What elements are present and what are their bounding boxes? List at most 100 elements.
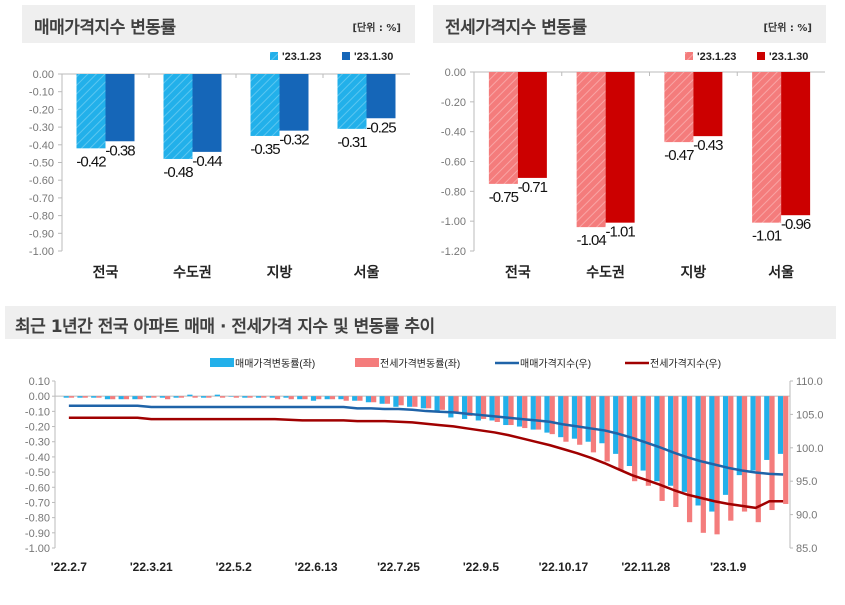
sale-change-bar — [379, 396, 385, 404]
left-tick-label: -1.00 — [25, 543, 50, 555]
sale-change-bar — [201, 396, 207, 398]
jeonse-change-bar — [110, 396, 116, 400]
jeonse-change-bar — [728, 396, 734, 521]
sale-change-bar — [750, 396, 756, 471]
legend-label: '23.1.30 — [769, 51, 808, 63]
category-label: 지방 — [680, 264, 706, 280]
trend-chart-title: 최근 1년간 전국 아파트 매매 · 전세가격 지수 및 변동률 추이 — [15, 317, 435, 337]
legend-swatch — [757, 52, 765, 60]
bar-prev — [163, 74, 193, 159]
jeonse-change-bar — [302, 396, 308, 400]
jeonse-change-bar — [316, 396, 322, 400]
jeonse-change-bar — [426, 396, 432, 409]
right-tick-label: 90.0 — [796, 510, 817, 522]
right-tick-label: 100.0 — [796, 443, 824, 455]
y-tick-label: -0.20 — [441, 97, 466, 109]
sale-change-bar — [640, 396, 646, 471]
x-tick-label: '22.11.28 — [621, 560, 670, 574]
jeonse-change-bar — [783, 396, 789, 504]
jeonse-change-bar — [137, 396, 143, 400]
category-label: 전국 — [93, 264, 119, 280]
jeonse-change-bar — [590, 396, 597, 453]
sale-change-bar — [173, 396, 179, 398]
sale-change-bar — [434, 396, 440, 412]
jeonse-chart-title: 전세가격지수 변동률 — [445, 18, 587, 38]
bar-curr — [366, 74, 396, 119]
jeonse-change-bar — [261, 396, 267, 398]
sale-change-bar — [118, 396, 124, 400]
bar-curr — [605, 72, 635, 223]
left-tick-label: -0.20 — [25, 422, 50, 434]
left-tick-label: -0.80 — [25, 513, 50, 525]
legend-label: 전세가격변동률(좌) — [380, 357, 460, 370]
jeonse-change-bar — [178, 396, 184, 398]
jeonse-change-bar — [206, 396, 212, 398]
jeonse-chart-header: 전세가격지수 변동률 [단위 : %] — [433, 5, 826, 43]
data-label: -0.32 — [279, 132, 309, 149]
x-tick-label: '22.6.13 — [295, 560, 338, 574]
category-label: 지방 — [267, 264, 293, 280]
sale-change-bar — [365, 396, 372, 403]
sale-change-bar — [338, 396, 344, 400]
y-tick-label: 0.00 — [33, 69, 54, 81]
y-tick-label: -0.70 — [29, 193, 54, 205]
jeonse-change-bar — [384, 396, 391, 404]
legend-label: 매매가격지수(우) — [520, 357, 591, 370]
sale-change-bar — [407, 396, 413, 407]
x-tick-label: '22.3.21 — [130, 560, 173, 574]
sale-change-bar — [352, 396, 358, 401]
y-tick-label: -1.20 — [441, 246, 466, 258]
legend-swatch — [270, 52, 278, 60]
legend-swatch — [355, 358, 379, 367]
bar-prev — [576, 72, 606, 228]
sale-change-bar — [558, 396, 564, 438]
legend-swatch — [342, 52, 350, 60]
y-tick-label: 0.00 — [445, 67, 466, 79]
category-label: 서울 — [354, 264, 380, 280]
category-label: 수도권 — [586, 264, 625, 280]
sale-change-bar — [63, 396, 69, 398]
left-tick-label: 0.10 — [29, 376, 50, 388]
data-label: -1.04 — [577, 232, 607, 249]
sale-change-bar — [777, 396, 784, 454]
jeonse-change-bar — [96, 396, 102, 398]
x-tick-label: '22.7.25 — [377, 560, 420, 574]
jeonse-change-bar — [288, 396, 294, 400]
bar-prev — [250, 74, 280, 136]
bar-curr — [781, 72, 811, 216]
sale-change-bar — [214, 394, 220, 397]
sale-change-bar — [722, 396, 729, 495]
y-tick-label: -0.60 — [441, 157, 466, 169]
sale-change-bar — [297, 396, 303, 400]
legend-label: 전세가격지수(우) — [650, 357, 721, 370]
sale-change-bar — [654, 396, 660, 482]
category-label: 수도권 — [173, 264, 212, 280]
jeonse-change-bar — [68, 396, 75, 398]
sale-change-bar — [571, 396, 578, 439]
jeonse-index-line — [68, 416, 784, 510]
sale-change-bar — [132, 396, 138, 400]
y-tick-label: -0.50 — [29, 158, 54, 170]
jeonse-change-bar — [329, 396, 336, 400]
sale-change-bar — [77, 396, 83, 398]
sale-change-bar — [503, 396, 509, 426]
bar-prev — [752, 72, 782, 223]
sale-change-bar — [681, 396, 687, 492]
y-tick-label: -0.80 — [29, 211, 54, 223]
jeonse-change-bar — [219, 396, 226, 398]
left-tick-label: 0.00 — [29, 391, 50, 403]
jeonse-change-bar — [741, 396, 748, 512]
data-label: -0.75 — [489, 189, 519, 206]
sale-change-bar — [764, 396, 770, 460]
sale-change-bar — [599, 396, 605, 444]
y-tick-label: -1.00 — [29, 246, 54, 258]
left-tick-label: -0.30 — [25, 437, 50, 449]
jeonse-change-bar — [563, 396, 569, 442]
y-tick-label: -0.80 — [441, 186, 466, 198]
sale-change-bar — [269, 396, 275, 398]
sale-change-bar — [159, 396, 166, 398]
jeonse-change-bar — [439, 396, 445, 410]
bar-curr — [517, 72, 547, 178]
jeonse-change-bar — [467, 396, 473, 416]
y-tick-label: -0.10 — [29, 87, 54, 99]
